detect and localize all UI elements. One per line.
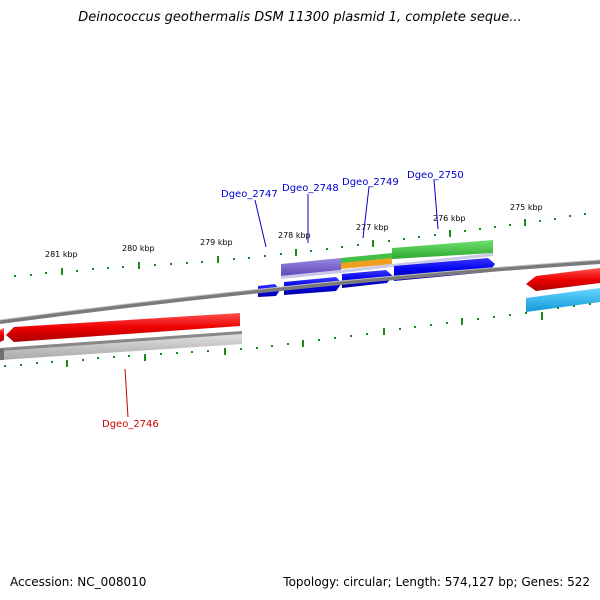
backbone-line [0, 260, 600, 324]
leader-Dgeo_2749 [362, 186, 370, 239]
accession-info: Accession: NC_008010 [10, 575, 147, 589]
gene-label-Dgeo_2746: Dgeo_2746 [102, 419, 159, 430]
reverse-feature-band[interactable] [0, 288, 600, 360]
tick-280 [138, 262, 140, 269]
tick-label: 275 kbp [510, 203, 543, 212]
feature-band[interactable] [281, 240, 493, 279]
backbone-highlight [0, 259, 600, 321]
feature-grey-left [0, 349, 4, 360]
gene-label-Dgeo_2748: Dgeo_2748 [282, 183, 339, 194]
topology-info: Topology: circular; Length: 574,127 bp; … [283, 575, 590, 589]
scale-labels: 281 kbp 280 kbp 279 kbp 278 kbp 277 kbp … [45, 203, 543, 259]
feature-grey-edge [0, 331, 242, 351]
tick-label: 281 kbp [45, 250, 78, 259]
gene-arrow-Dgeo_2746 [6, 313, 240, 342]
leader-Dgeo_2750 [433, 179, 439, 230]
tick-label: 278 kbp [278, 231, 311, 240]
gene-label-Dgeo_2747: Dgeo_2747 [221, 189, 278, 200]
leader-Dgeo_2747 [254, 199, 267, 248]
leader-Dgeo_2746 [124, 368, 129, 418]
tick-279 [217, 256, 219, 263]
gene-label-Dgeo_2750: Dgeo_2750 [407, 170, 464, 181]
tick-281 [61, 268, 63, 275]
tick-278 [295, 249, 297, 256]
tick-276 [449, 230, 451, 237]
map-title: Deinococcus geothermalis DSM 11300 plasm… [78, 10, 522, 25]
feature-green-segment [341, 253, 392, 264]
gene-arrow-partial-left [0, 328, 4, 342]
outer-tick-track [14, 213, 586, 277]
feature-orange-segment [341, 258, 392, 269]
gene-labels[interactable]: Dgeo_2747 Dgeo_2748 Dgeo_2749 Dgeo_2750 … [102, 170, 464, 430]
tick-label: 279 kbp [200, 238, 233, 247]
feature-cyan [526, 288, 600, 312]
tick-label: 277 kbp [356, 223, 389, 232]
tick-277 [372, 240, 374, 247]
label-leaders [124, 179, 439, 418]
reverse-genes[interactable] [0, 268, 600, 342]
tick-275 [524, 219, 526, 226]
tick-label: 280 kbp [122, 244, 155, 253]
inner-tick-track [4, 303, 591, 367]
feature-green [392, 240, 493, 259]
tick-label: 276 kbp [433, 214, 466, 223]
gene-arrow-reverse-right [526, 268, 600, 291]
gene-label-Dgeo_2749: Dgeo_2749 [342, 177, 399, 188]
feature-band-shadow [281, 253, 493, 279]
